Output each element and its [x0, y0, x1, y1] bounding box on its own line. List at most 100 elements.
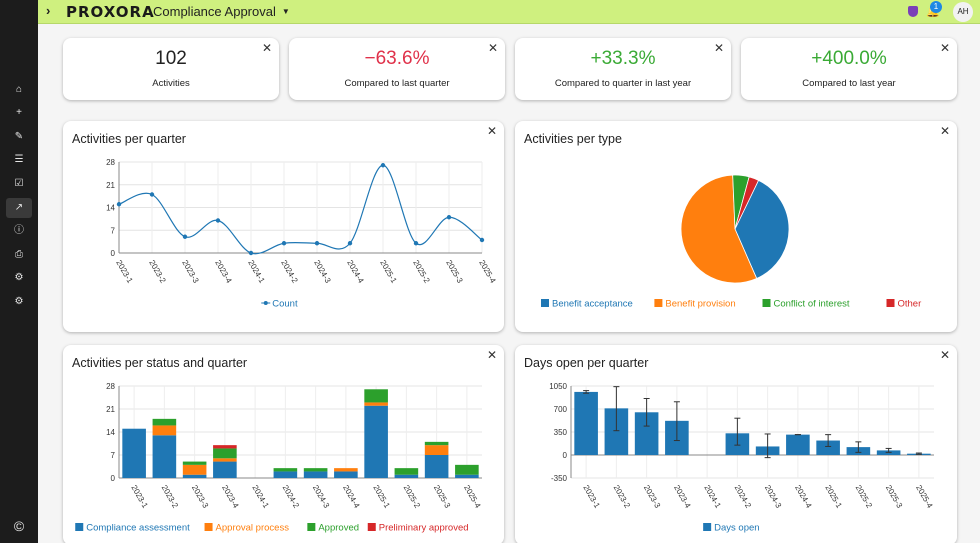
top-bar: › PROXORA Compliance Approval▼ 🔔 1 AH [38, 0, 980, 24]
legend-label: Count [272, 299, 298, 310]
bar-segment [182, 464, 207, 475]
bar-segment [152, 425, 177, 436]
kpi-card-last-quarter: ✕ −63.6% Compared to last quarter [289, 38, 505, 100]
x-tick-label: 2023-3 [642, 484, 663, 511]
data-point [281, 241, 287, 246]
bar-segment [303, 468, 328, 472]
x-tick-label: 2023-2 [612, 484, 633, 511]
activities-per-type-card: ✕ Activities per type Benefit acceptance… [515, 121, 957, 332]
data-point [479, 237, 485, 243]
legend-swatch [75, 523, 84, 531]
pie-slice [734, 176, 760, 230]
series-line-count [118, 164, 483, 255]
close-icon[interactable]: ✕ [939, 41, 950, 55]
close-icon[interactable]: ✕ [261, 41, 272, 55]
x-tick-label: 2023-4 [672, 484, 693, 511]
bar-segment [182, 474, 207, 478]
y-tick-label: 21 [106, 181, 115, 190]
bar-segment [213, 461, 237, 478]
legend-label: Approval process [216, 523, 290, 534]
close-icon[interactable]: ✕ [939, 348, 950, 362]
expand-sidebar-chevron-icon[interactable]: › [46, 3, 51, 18]
days-open-card: ✕ Days open per quarter -350 0 350 700 1050 2… [515, 345, 957, 543]
x-tick-label: 2024-3 [312, 259, 333, 286]
bar [786, 434, 810, 455]
kpi-label: Compared to last quarter [344, 78, 450, 89]
x-tick-label: 2025-1 [823, 484, 844, 511]
x-tick-label: 2025-3 [444, 259, 465, 286]
pie-slice [734, 179, 790, 280]
pie-chart: Benefit acceptance Benefit provision Confl… [541, 174, 922, 310]
x-tick-label: 2025-4 [477, 259, 498, 286]
stacked-bar-chart: 0 7 14 21 28 2023-1 2023-2 2023-3 2023-4 2024-1 20… [75, 382, 483, 534]
sidebar: ⌂ + ✎ ☰ ☑ ↗ ⓘ ⎙ ⚙ ⚙ © [0, 0, 38, 543]
x-tick-label: 2024-2 [281, 484, 302, 511]
sidebar-plus-icon[interactable]: + [16, 107, 22, 118]
legend-swatch [886, 299, 895, 307]
sidebar-checkbox-icon[interactable]: ☑ [14, 178, 24, 189]
x-tick-label: 2024-1 [250, 484, 271, 511]
kpi-card-last-year: ✕ +400.0% Compared to last year [741, 38, 957, 100]
sidebar-chart-icon[interactable]: ↗ [6, 198, 32, 218]
app-selector[interactable]: Compliance Approval ▼ [153, 4, 290, 19]
data-point [347, 241, 353, 246]
legend-swatch [204, 523, 213, 531]
data-point [116, 202, 122, 207]
legend-label: Approved [318, 523, 359, 534]
close-icon[interactable]: ✕ [939, 124, 950, 138]
x-tick-label: 2025-1 [371, 484, 392, 511]
sidebar-home-icon[interactable]: ⌂ [15, 84, 23, 95]
data-point [413, 241, 419, 246]
avatar[interactable]: AH [953, 2, 973, 22]
data-point [446, 215, 452, 220]
x-tick-label: 2024-3 [311, 484, 332, 511]
kpi-label: Compared to last year [802, 78, 896, 89]
close-icon[interactable]: ✕ [486, 124, 497, 138]
bar-segment [364, 389, 388, 403]
x-tick-label: 2025-2 [402, 484, 423, 511]
sidebar-gear-icon[interactable]: ⚙ [14, 296, 24, 307]
sidebar-edit-icon[interactable]: ✎ [14, 131, 24, 142]
notification-badge: 1 [930, 1, 942, 13]
legend-label: Benefit provision [665, 299, 735, 310]
legend-label: Days open [714, 523, 759, 534]
sidebar-document-icon[interactable]: ⎙ [15, 249, 23, 260]
y-tick-label: 700 [554, 405, 568, 414]
bar-segment [455, 474, 479, 478]
data-point [248, 250, 254, 256]
kpi-label: Compared to quarter in last year [554, 78, 692, 89]
shield-icon[interactable] [908, 6, 918, 17]
x-tick-label: 2023-4 [220, 484, 241, 511]
x-tick-label: 2023-2 [160, 484, 181, 511]
sidebar-info-icon[interactable]: ⓘ [14, 225, 24, 236]
close-icon[interactable]: ✕ [486, 348, 497, 362]
kpi-label: Activities [152, 78, 190, 89]
legend-swatch [762, 299, 771, 307]
sidebar-list-icon[interactable]: ☰ [14, 154, 24, 165]
kpi-value: +33.3% [590, 48, 656, 69]
x-tick-label: 2023-3 [180, 259, 201, 286]
chart-title: Activities per type [524, 132, 622, 146]
bar-segment [424, 455, 449, 478]
close-icon[interactable]: ✕ [713, 41, 724, 55]
bar-segment [394, 474, 419, 478]
bar-segment [213, 458, 237, 462]
kpi-card-activities: ✕ 102 Activities [63, 38, 279, 100]
activities-per-status-card: ✕ Activities per status and quarter 0 7 14… [63, 345, 504, 543]
proxora-logo: PROXORA [66, 3, 155, 21]
sidebar-cogs-icon[interactable]: ⚙ [14, 272, 24, 283]
x-tick-label: 2023-3 [190, 484, 211, 511]
y-tick-label: 21 [106, 405, 115, 414]
y-tick-label: 0 [111, 474, 116, 483]
legend-label: Other [898, 299, 922, 310]
line-chart: 0 7 14 21 28 2023-1 2023-2 2023-3 2023-4 2024-1 20… [106, 158, 498, 310]
data-point [149, 192, 155, 197]
x-tick-label: 2024-4 [345, 259, 366, 286]
sidebar-copyright-icon[interactable]: © [13, 518, 25, 534]
y-tick-label: 14 [106, 204, 115, 213]
legend-label: Preliminary approved [379, 523, 469, 534]
chart-title: Activities per status and quarter [72, 356, 248, 370]
y-tick-label: 1050 [549, 382, 567, 391]
close-icon[interactable]: ✕ [487, 41, 498, 55]
legend-swatch [367, 523, 376, 531]
